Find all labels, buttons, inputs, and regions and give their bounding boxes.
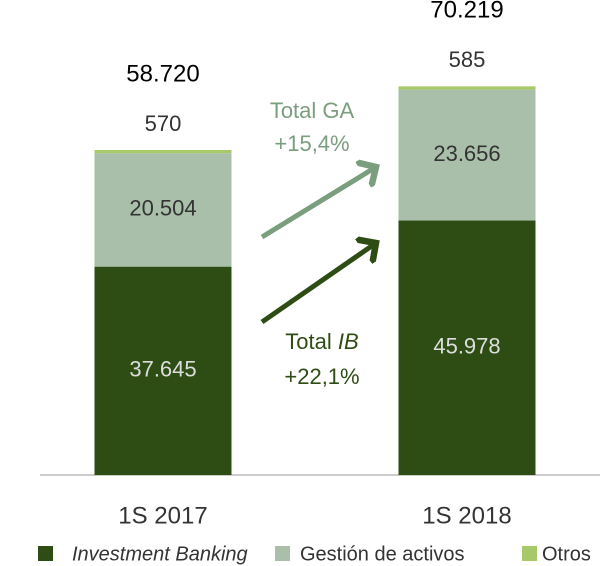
data-label: 570 bbox=[145, 111, 182, 136]
bar-segment bbox=[398, 86, 536, 90]
annotation-italic: IB bbox=[338, 329, 359, 354]
x-tick-label: 1S 2017 bbox=[118, 502, 207, 529]
total-label: 58.720 bbox=[126, 60, 199, 87]
data-label: 585 bbox=[449, 47, 486, 72]
legend-swatch bbox=[522, 546, 537, 561]
data-label: 37.645 bbox=[129, 357, 196, 382]
legend-label: Gestión de activos bbox=[300, 543, 465, 565]
bar-segment bbox=[94, 150, 232, 154]
bar-segment bbox=[94, 153, 232, 267]
arrow-ga bbox=[260, 167, 376, 240]
legend-label: Otros bbox=[542, 543, 591, 565]
annotation: Total GA bbox=[270, 98, 355, 123]
annotation: +15,4% bbox=[274, 131, 349, 156]
legend-label: Investment Banking bbox=[72, 543, 248, 565]
data-label: 45.978 bbox=[433, 334, 500, 359]
total-label: 70.219 bbox=[430, 0, 503, 24]
annotation-text: Total bbox=[285, 329, 331, 354]
annotation: Total IB bbox=[285, 329, 358, 354]
legend-swatch bbox=[275, 546, 290, 561]
data-label: 20.504 bbox=[129, 196, 196, 221]
bar-segment bbox=[398, 220, 536, 475]
arrow-ib bbox=[260, 243, 376, 325]
bar-segment bbox=[398, 89, 536, 221]
annotation: +22,1% bbox=[284, 364, 359, 389]
x-tick-label: 1S 2018 bbox=[422, 502, 511, 529]
bar-segment bbox=[94, 266, 232, 475]
data-label: 23.656 bbox=[433, 141, 500, 166]
legend-swatch bbox=[38, 546, 53, 561]
